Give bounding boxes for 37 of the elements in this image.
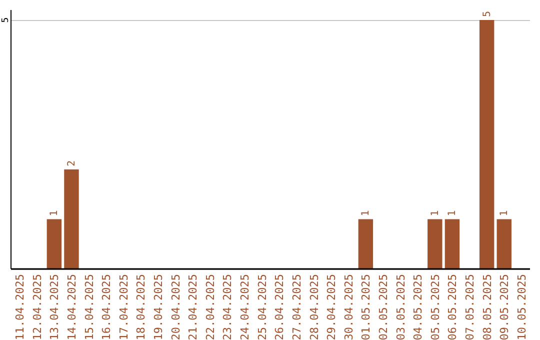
x-tick-label: 13.04.2025 (48, 274, 62, 340)
x-tick-label: 08.05.2025 (480, 274, 494, 340)
x-tick-label: 15.04.2025 (82, 274, 96, 340)
data-label: 1 (447, 210, 458, 216)
data-label: 1 (430, 210, 441, 216)
x-tick-label: 11.04.2025 (14, 274, 27, 340)
x-tick-label: 27.04.2025 (290, 274, 304, 340)
x-tick-label: 18.04.2025 (134, 274, 148, 340)
data-label: 2 (66, 160, 78, 166)
x-tick-label: 26.04.2025 (273, 274, 286, 340)
x-tick-label: 16.04.2025 (100, 274, 114, 340)
x-tick-label: 24.04.2025 (238, 274, 252, 340)
x-tick-label: 01.05.2025 (360, 274, 373, 340)
x-tick-label: 02.05.2025 (376, 274, 390, 340)
x-tick-label: 12.04.2025 (30, 274, 44, 340)
x-tick-label: 04.05.2025 (412, 274, 425, 340)
x-tick-label: 05.05.2025 (428, 274, 442, 340)
data-label: 1 (49, 210, 60, 216)
data-label: 1 (360, 210, 372, 216)
x-tick-label: 10.05.2025 (515, 274, 528, 340)
x-tick-label: 07.05.2025 (464, 274, 477, 340)
x-tick-label: 14.04.2025 (65, 274, 78, 340)
x-tick-label: 09.05.2025 (498, 274, 512, 340)
x-tick-label: 20.04.2025 (169, 274, 182, 340)
x-tick-label: 28.04.2025 (308, 274, 321, 340)
x-tick-label: 06.05.2025 (446, 274, 460, 340)
x-tick-label: 23.04.2025 (221, 274, 234, 340)
data-label: 1 (499, 210, 510, 216)
x-tick-label: 03.05.2025 (394, 274, 408, 340)
x-tick-label: 19.04.2025 (152, 274, 166, 340)
data-label: 5 (482, 10, 493, 17)
x-tick-label: 30.04.2025 (342, 274, 356, 340)
x-tick-label: 29.04.2025 (325, 274, 338, 340)
x-tick-label: 22.04.2025 (204, 274, 217, 340)
x-tick-label: 21.04.2025 (186, 274, 200, 340)
x-tick-label: 25.04.2025 (256, 274, 269, 340)
x-tick-label: 17.04.2025 (117, 274, 130, 340)
